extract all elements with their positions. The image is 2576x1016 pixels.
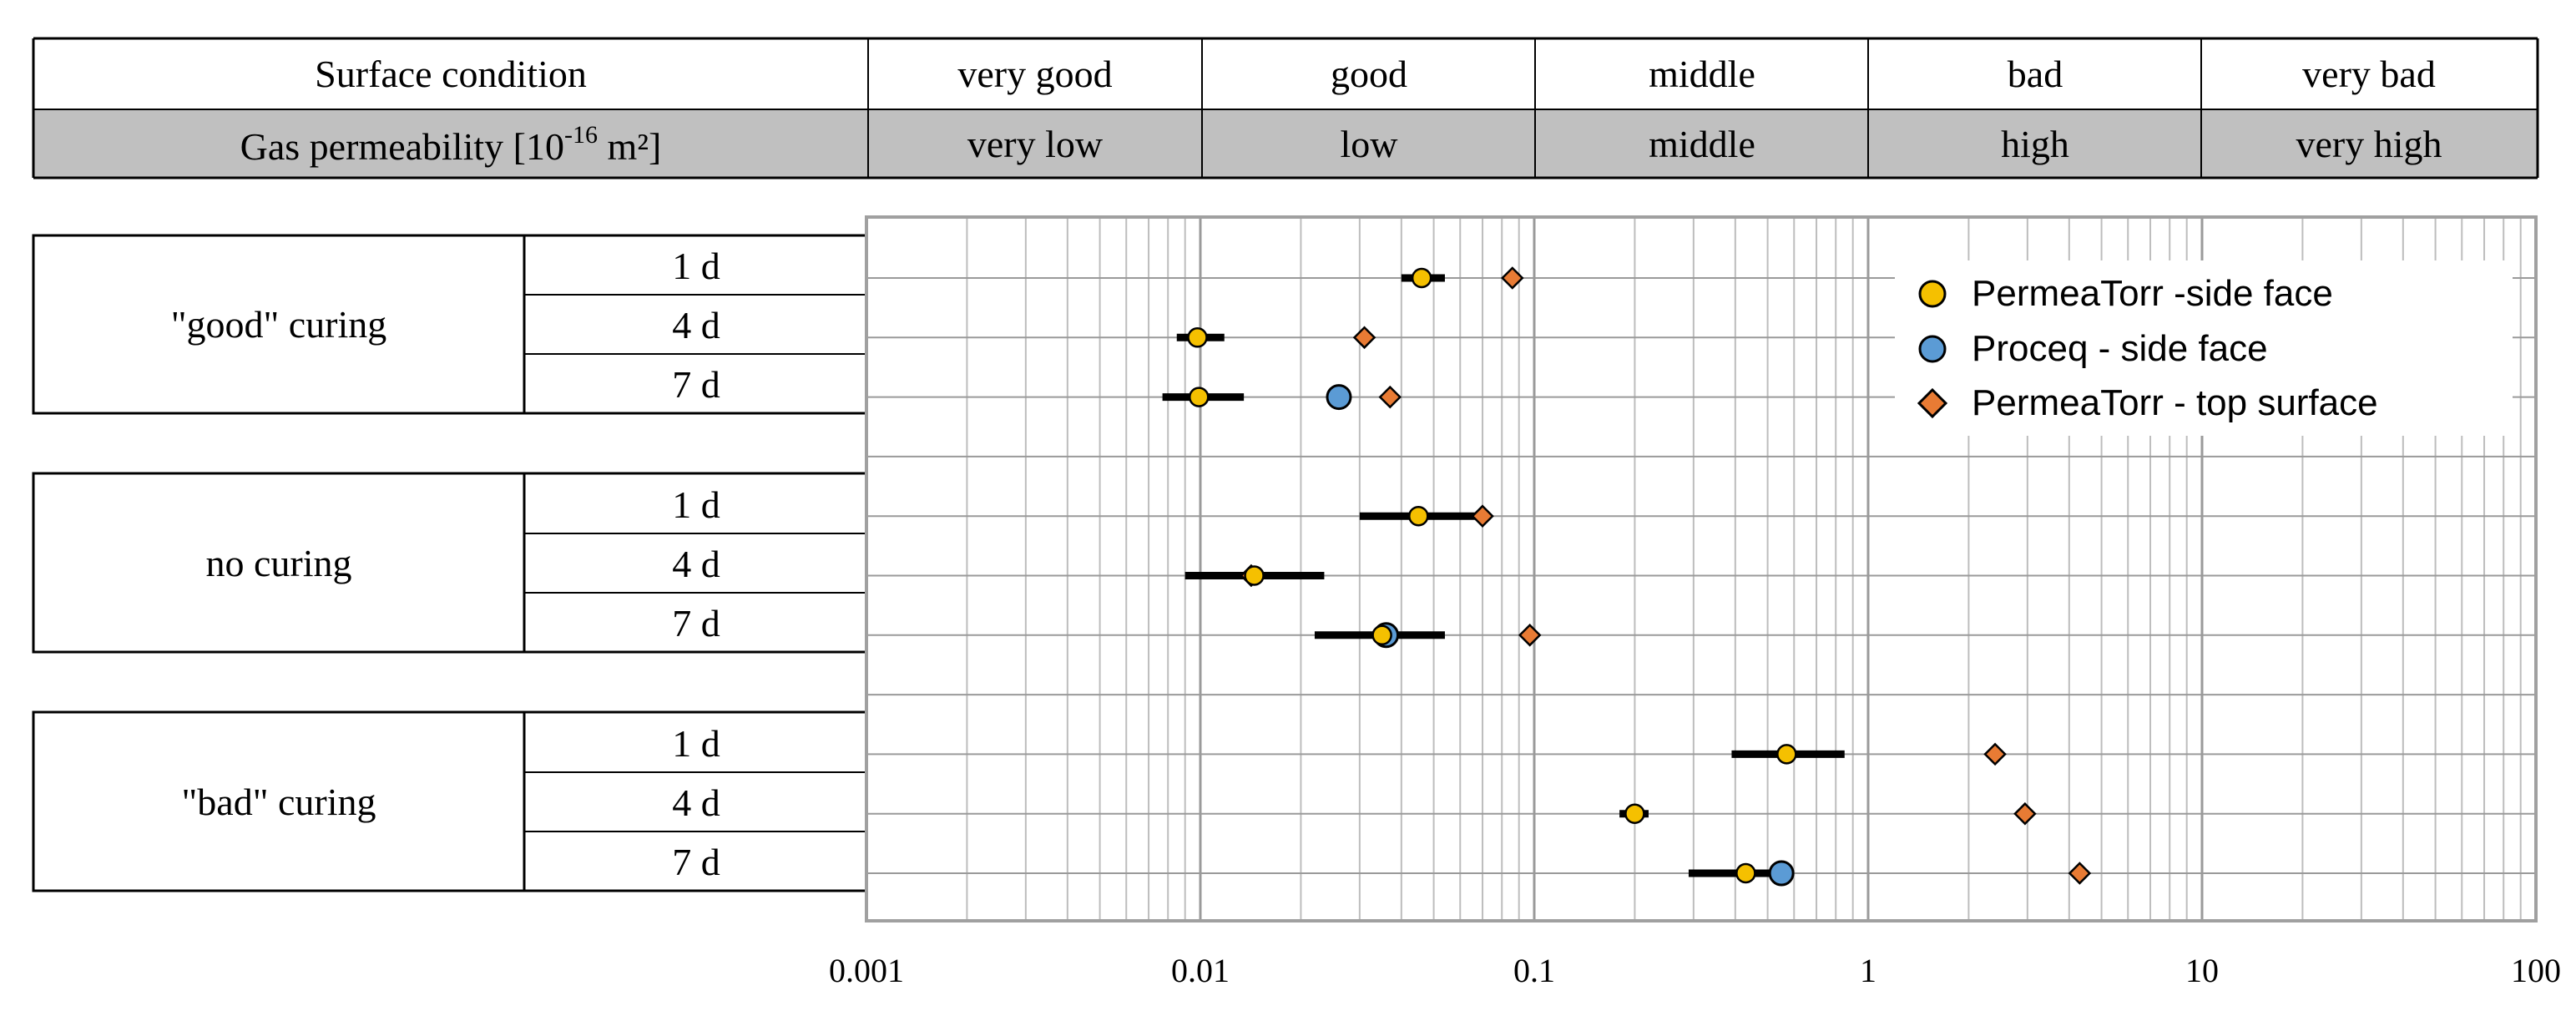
point-permeatorr-side [1244,565,1265,586]
legend-label: PermeaTorr - top surface [1972,382,2378,423]
point-permeatorr-top [1501,266,1524,290]
surface-condition-value: good [1331,53,1407,95]
surface-condition-value: bad [2008,53,2063,95]
gas-permeability-value: low [1341,123,1399,165]
x-tick-label: 0.001 [829,952,904,989]
point-permeatorr-top [1518,624,1542,647]
gas-permeability-value: high [2001,123,2069,165]
surface-condition-value: very good [957,53,1112,95]
x-axis-ticks: 0.001 0.01 0.1 1 10 100 [829,952,2561,989]
x-tick-label: 0.1 [1513,952,1555,989]
gas-permeability-value: very high [2296,123,2442,165]
gas-permeability-label-unit: m²] [598,125,661,168]
surface-condition-value: very bad [2302,53,2436,95]
point-permeatorr-top [1352,326,1376,350]
point-permeatorr-top [1378,385,1402,409]
age-label: 7 d [672,363,720,406]
age-label: 4 d [672,543,720,585]
group-cell [32,472,526,654]
point-permeatorr-side [1371,624,1392,646]
age-label: 1 d [672,483,720,526]
age-label: 4 d [672,781,720,824]
data-marks [1162,266,2092,887]
point-permeatorr-side [1411,267,1432,289]
age-label: 7 d [672,841,720,883]
age-label: 1 d [672,245,720,287]
gas-permeability-label: Gas permeability [10-16 m²] [240,121,662,168]
point-permeatorr-side [1408,505,1429,527]
group-label: "good" curing [171,303,387,346]
header-table: Surface condition very good good middle … [32,37,2539,179]
age-label: 1 d [672,722,720,765]
point-permeatorr-side [1187,327,1208,348]
legend-label: PermeaTorr -side face [1972,273,2333,314]
point-permeatorr-top [2013,801,2037,826]
point-permeatorr-side [1735,862,1756,884]
group-cell [32,710,526,892]
x-tick-label: 100 [2511,952,2561,989]
point-proceq-side [1326,384,1352,411]
point-permeatorr-top [1983,742,2007,766]
surface-condition-label: Surface condition [315,53,587,95]
gas-permeability-label-exponent: -16 [564,121,598,149]
surface-condition-value: middle [1649,53,1755,95]
point-permeatorr-side [1776,744,1797,765]
group-cell [32,234,526,415]
point-permeatorr-side [1189,387,1210,407]
point-permeatorr-top [1471,504,1494,528]
plot-frame [865,215,2538,922]
permeability-row-background [33,109,2538,178]
point-permeatorr-top [2068,862,2092,885]
age-label: 4 d [672,304,720,346]
legend-background [1895,260,2513,436]
legend-marker-proceq-side [1918,335,1947,363]
gas-permeability-label-main: Gas permeability [10 [240,125,564,168]
group-label: "bad" curing [182,781,376,823]
legend: PermeaTorr -side face Proceq - side face… [1895,260,2513,436]
gas-permeability-value: very low [967,123,1104,165]
age-label: 7 d [672,602,720,644]
x-tick-label: 1 [1860,952,1876,989]
gas-permeability-value: middle [1649,123,1755,165]
legend-marker-permeatorr-side [1918,280,1947,308]
point-proceq-side [1768,860,1795,887]
legend-label: Proceq - side face [1972,328,2268,369]
x-tick-label: 0.01 [1171,952,1230,989]
category-table: "good" curing no curing "bad" curing 1 d… [32,234,868,892]
x-tick-label: 10 [2185,952,2219,989]
group-label: no curing [205,542,351,584]
legend-marker-permeatorr-top [1917,387,1948,419]
point-permeatorr-side [1624,803,1645,824]
